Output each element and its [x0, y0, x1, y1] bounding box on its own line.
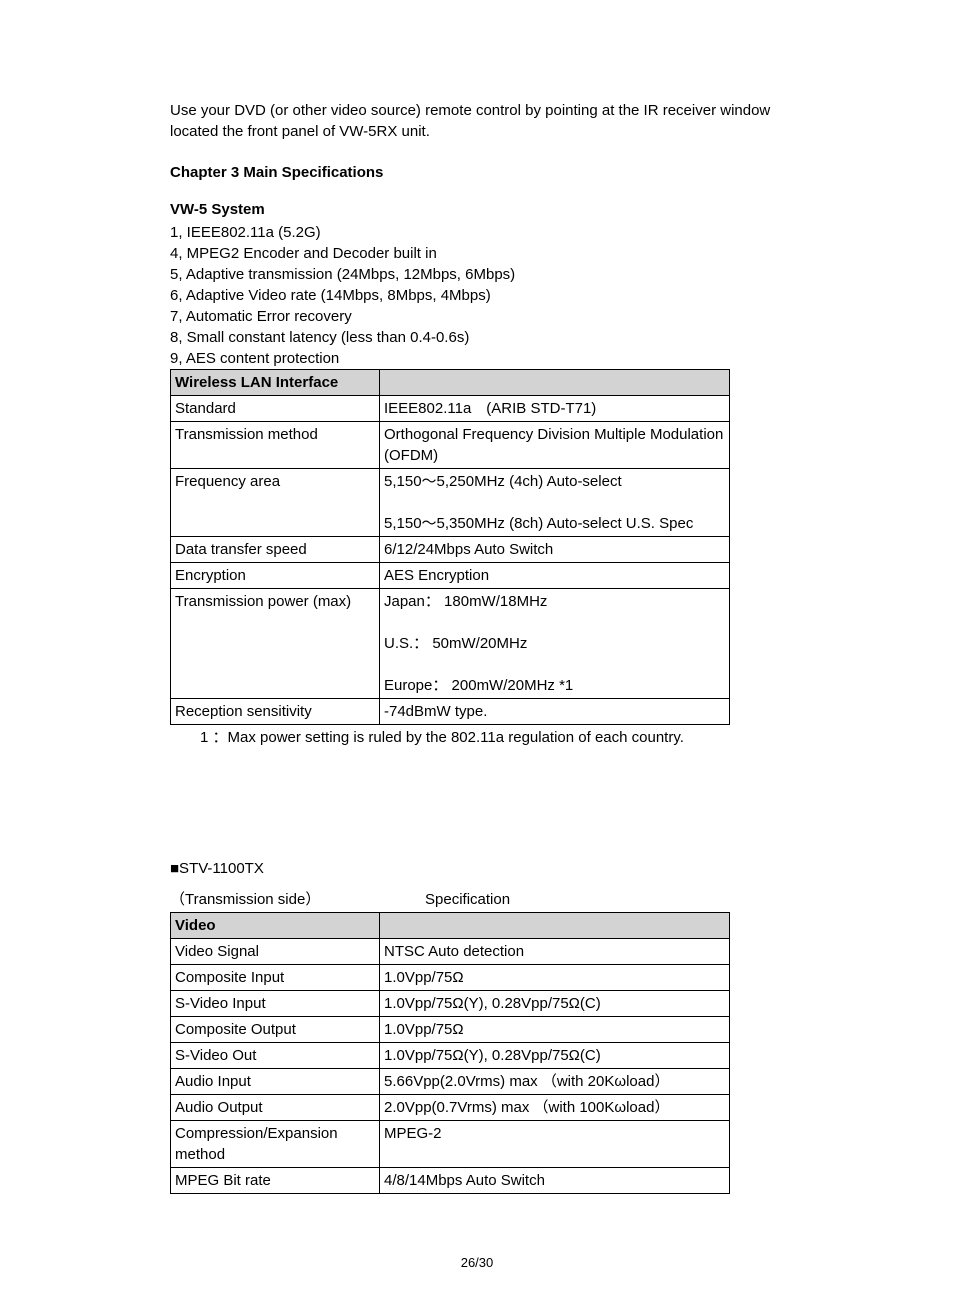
list-item: 4, MPEG2 Encoder and Decoder built in [170, 243, 784, 264]
spec-label: Transmission power (max) [171, 589, 380, 699]
spec-value: NTSC Auto detection [380, 939, 730, 965]
spec-value: 1.0Vpp/75Ω [380, 1017, 730, 1043]
spec-label: S-Video Input [171, 991, 380, 1017]
spec-value: Japan： 180mW/18MHz U.S.： 50mW/20MHz Euro… [380, 589, 730, 699]
spec-value: 5,150～5,250MHz (4ch) Auto-select 5,150～5… [380, 469, 730, 537]
list-item: 6, Adaptive Video rate (14Mbps, 8Mbps, 4… [170, 285, 784, 306]
table-row: Audio Input 5.66Vpp(2.0Vrms) max （with 2… [171, 1069, 730, 1095]
spec-value: 2.0Vpp(0.7Vrms) max （with 100Kωload） [380, 1095, 730, 1121]
spec-value: -74dBmW type. [380, 699, 730, 725]
table-row: Video Signal NTSC Auto detection [171, 939, 730, 965]
lan-table: Wireless LAN Interface Standard IEEE802.… [170, 369, 730, 725]
table-header: Video [171, 913, 380, 939]
tx-table: Video Video Signal NTSC Auto detection C… [170, 912, 730, 1194]
spec-label: Composite Output [171, 1017, 380, 1043]
vw5-list: 1, IEEE802.11a (5.2G) 4, MPEG2 Encoder a… [170, 222, 784, 369]
table-header-row: Video [171, 913, 730, 939]
list-item: 5, Adaptive transmission (24Mbps, 12Mbps… [170, 264, 784, 285]
spec-label: MPEG Bit rate [171, 1168, 380, 1194]
table-row: Composite Output 1.0Vpp/75Ω [171, 1017, 730, 1043]
vw5-heading: VW-5 System [170, 199, 784, 220]
spec-label: S-Video Out [171, 1043, 380, 1069]
spec-label: Audio Input [171, 1069, 380, 1095]
spec-label: Compression/Expansion method [171, 1121, 380, 1168]
table-row: S-Video Out 1.0Vpp/75Ω(Y), 0.28Vpp/75Ω(C… [171, 1043, 730, 1069]
table-header-empty [380, 370, 730, 396]
spec-value: 6/12/24Mbps Auto Switch [380, 537, 730, 563]
spec-value: 1.0Vpp/75Ω(Y), 0.28Vpp/75Ω(C) [380, 1043, 730, 1069]
spec-value: AES Encryption [380, 563, 730, 589]
footnote: 1 ：Max power setting is ruled by the 802… [200, 727, 784, 748]
table-row: Encryption AES Encryption [171, 563, 730, 589]
table-header-empty [380, 913, 730, 939]
spec-value: IEEE802.11a (ARIB STD-T71) [380, 396, 730, 422]
spec-label: Composite Input [171, 965, 380, 991]
table-row: MPEG Bit rate 4/8/14Mbps Auto Switch [171, 1168, 730, 1194]
spec-label: Standard [171, 396, 380, 422]
table-row: Transmission method Orthogonal Frequency… [171, 422, 730, 469]
list-item: 1, IEEE802.11a (5.2G) [170, 222, 784, 243]
chapter-heading: Chapter 3 Main Specifications [170, 162, 784, 183]
spec-label: Audio Output [171, 1095, 380, 1121]
table-row: Transmission power (max) Japan： 180mW/18… [171, 589, 730, 699]
table-row: S-Video Input 1.0Vpp/75Ω(Y), 0.28Vpp/75Ω… [171, 991, 730, 1017]
page-number: 26/30 [170, 1254, 784, 1272]
table-header: Wireless LAN Interface [171, 370, 380, 396]
tx-subheading: （Transmission side） Specification [170, 889, 784, 910]
table-row: Reception sensitivity -74dBmW type. [171, 699, 730, 725]
table-header-row: Wireless LAN Interface [171, 370, 730, 396]
list-item: 8, Small constant latency (less than 0.4… [170, 327, 784, 348]
spec-label: Data transfer speed [171, 537, 380, 563]
tx-sub1: （Transmission side） [170, 889, 365, 910]
spec-label: Transmission method [171, 422, 380, 469]
table-row: Audio Output 2.0Vpp(0.7Vrms) max （with 1… [171, 1095, 730, 1121]
tx-heading: ■STV-1100TX [170, 858, 784, 879]
list-item: 7, Automatic Error recovery [170, 306, 784, 327]
spec-label: Reception sensitivity [171, 699, 380, 725]
spec-value: 1.0Vpp/75Ω [380, 965, 730, 991]
spec-value: Orthogonal Frequency Division Multiple M… [380, 422, 730, 469]
spec-label: Video Signal [171, 939, 380, 965]
table-row: Data transfer speed 6/12/24Mbps Auto Swi… [171, 537, 730, 563]
tx-sub2: Specification [425, 889, 510, 910]
spec-value: 5.66Vpp(2.0Vrms) max （with 20Kωload） [380, 1069, 730, 1095]
spec-value: 4/8/14Mbps Auto Switch [380, 1168, 730, 1194]
spec-label: Frequency area [171, 469, 380, 537]
spec-value: MPEG-2 [380, 1121, 730, 1168]
table-row: Compression/Expansion method MPEG-2 [171, 1121, 730, 1168]
table-row: Frequency area 5,150～5,250MHz (4ch) Auto… [171, 469, 730, 537]
spec-label: Encryption [171, 563, 380, 589]
list-item: 9, AES content protection [170, 348, 784, 369]
spec-value: 1.0Vpp/75Ω(Y), 0.28Vpp/75Ω(C) [380, 991, 730, 1017]
intro-paragraph: Use your DVD (or other video source) rem… [170, 100, 784, 142]
table-row: Composite Input 1.0Vpp/75Ω [171, 965, 730, 991]
table-row: Standard IEEE802.11a (ARIB STD-T71) [171, 396, 730, 422]
